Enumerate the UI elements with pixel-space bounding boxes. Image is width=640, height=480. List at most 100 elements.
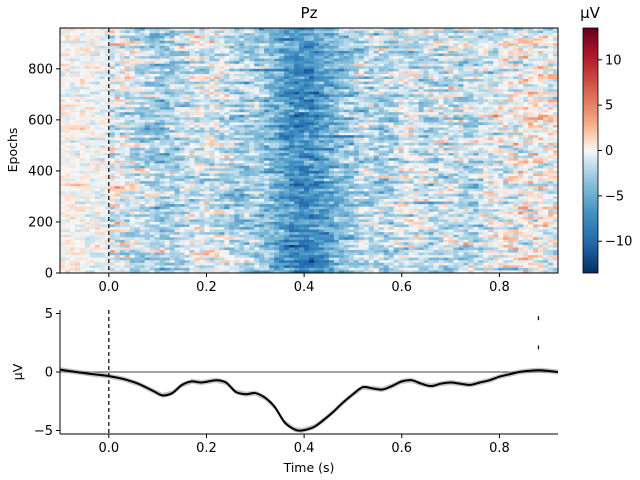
- heatmap-image: [60, 28, 558, 273]
- heatmap-cell: [353, 130, 360, 134]
- heatmap-cell: [199, 38, 205, 42]
- heatmap-cell: [84, 112, 91, 116]
- heatmap-cell: [458, 96, 464, 100]
- heatmap-cell: [194, 107, 200, 111]
- heatmap-cell: [418, 40, 425, 44]
- heatmap-cell: [174, 38, 181, 42]
- heatmap-cell: [229, 130, 235, 134]
- heatmap-cell: [309, 130, 315, 134]
- heatmap-cell: [358, 150, 365, 154]
- heatmap-cell: [164, 84, 171, 88]
- heatmap-cell: [458, 145, 464, 149]
- heatmap-cell: [164, 66, 171, 70]
- heatmap-cell: [229, 33, 235, 37]
- heatmap-cell: [209, 76, 215, 80]
- heatmap-cell: [224, 130, 230, 134]
- heatmap-cell: [149, 114, 156, 118]
- heatmap-cell: [478, 71, 484, 75]
- heatmap-cell: [104, 56, 111, 60]
- heatmap-cell: [513, 107, 519, 111]
- heatmap-cell: [358, 81, 365, 85]
- heatmap-cell: [194, 132, 200, 136]
- heatmap-cell: [169, 102, 176, 105]
- heatmap-cell: [418, 130, 425, 134]
- heatmap-cell: [174, 145, 181, 149]
- heatmap-cell: [74, 58, 81, 62]
- heatmap-cell: [478, 124, 484, 128]
- heatmap-cell: [553, 71, 558, 75]
- heatmap-cell: [79, 86, 86, 90]
- heatmap-cell: [538, 76, 544, 80]
- heatmap-cell: [74, 71, 81, 75]
- heatmap-cell: [393, 124, 400, 128]
- heatmap-cell: [164, 140, 171, 144]
- heatmap-cell: [179, 104, 185, 108]
- heatmap-cell: [234, 99, 240, 103]
- heatmap-cell: [533, 107, 539, 111]
- heatmap-cell: [269, 61, 275, 65]
- heatmap-cell: [323, 112, 330, 116]
- heatmap-cell: [368, 53, 375, 57]
- heatmap-cell: [483, 84, 489, 88]
- heatmap-cell: [84, 99, 91, 103]
- heatmap-cell: [318, 40, 325, 44]
- heatmap-cell: [443, 66, 449, 70]
- heatmap-cell: [84, 124, 91, 128]
- heatmap-cell: [353, 96, 360, 100]
- heatmap-cell: [174, 124, 181, 128]
- heatmap-cell: [503, 114, 509, 118]
- heatmap-cell: [363, 140, 370, 144]
- heatmap-cell: [214, 99, 220, 103]
- heatmap-cell: [323, 122, 330, 126]
- heatmap-cell: [408, 124, 415, 128]
- heatmap-cell: [114, 132, 121, 136]
- heatmap-cell: [304, 89, 310, 93]
- heatmap-cell: [458, 132, 464, 136]
- heatmap-cell: [328, 45, 335, 49]
- heatmap-cell: [184, 145, 190, 149]
- heatmap-cell: [343, 71, 350, 75]
- heatmap-cell: [84, 28, 91, 31]
- heatmap-cell: [433, 109, 439, 113]
- heatmap-cell: [498, 127, 504, 131]
- heatmap-cell: [284, 58, 290, 62]
- heatmap-cell: [254, 53, 260, 57]
- heatmap-cell: [543, 142, 549, 146]
- heatmap-cell: [169, 127, 176, 131]
- heatmap-cell: [199, 61, 205, 65]
- heatmap-cell: [124, 94, 131, 98]
- heatmap-cell: [234, 91, 240, 95]
- heatmap-cell: [418, 147, 425, 151]
- heatmap-cell: [214, 124, 220, 128]
- heatmap-cell: [498, 86, 504, 90]
- heatmap-cell: [144, 122, 151, 126]
- heatmap-cell: [114, 73, 121, 77]
- heatmap-cell: [149, 73, 156, 77]
- heatmap-cell: [274, 117, 280, 121]
- heatmap-cell: [309, 99, 315, 103]
- heatmap-cell: [553, 73, 558, 77]
- heatmap-cell: [79, 81, 86, 85]
- heatmap-cell: [144, 61, 151, 65]
- heatmap-cell: [508, 33, 514, 37]
- heatmap-cell: [413, 145, 420, 149]
- heatmap-cell: [60, 63, 66, 67]
- heatmap-cell: [309, 122, 315, 126]
- heatmap-cell: [503, 89, 509, 93]
- heatmap-cell: [453, 91, 459, 95]
- heatmap-cell: [164, 94, 171, 98]
- heatmap-cell: [279, 102, 285, 105]
- heatmap-cell: [134, 96, 141, 100]
- heatmap-cell: [164, 35, 171, 39]
- heatmap-cell: [448, 38, 454, 42]
- heatmap-cell: [184, 86, 190, 90]
- heatmap-cell: [309, 109, 315, 113]
- heatmap-cell: [538, 48, 544, 52]
- heatmap-cell: [74, 117, 81, 121]
- heatmap-cell: [328, 58, 335, 62]
- heatmap-cell: [438, 30, 444, 34]
- heatmap-cell: [543, 130, 549, 134]
- heatmap-cell: [408, 132, 415, 136]
- heatmap-cell: [134, 43, 141, 47]
- heatmap-cell: [139, 137, 146, 141]
